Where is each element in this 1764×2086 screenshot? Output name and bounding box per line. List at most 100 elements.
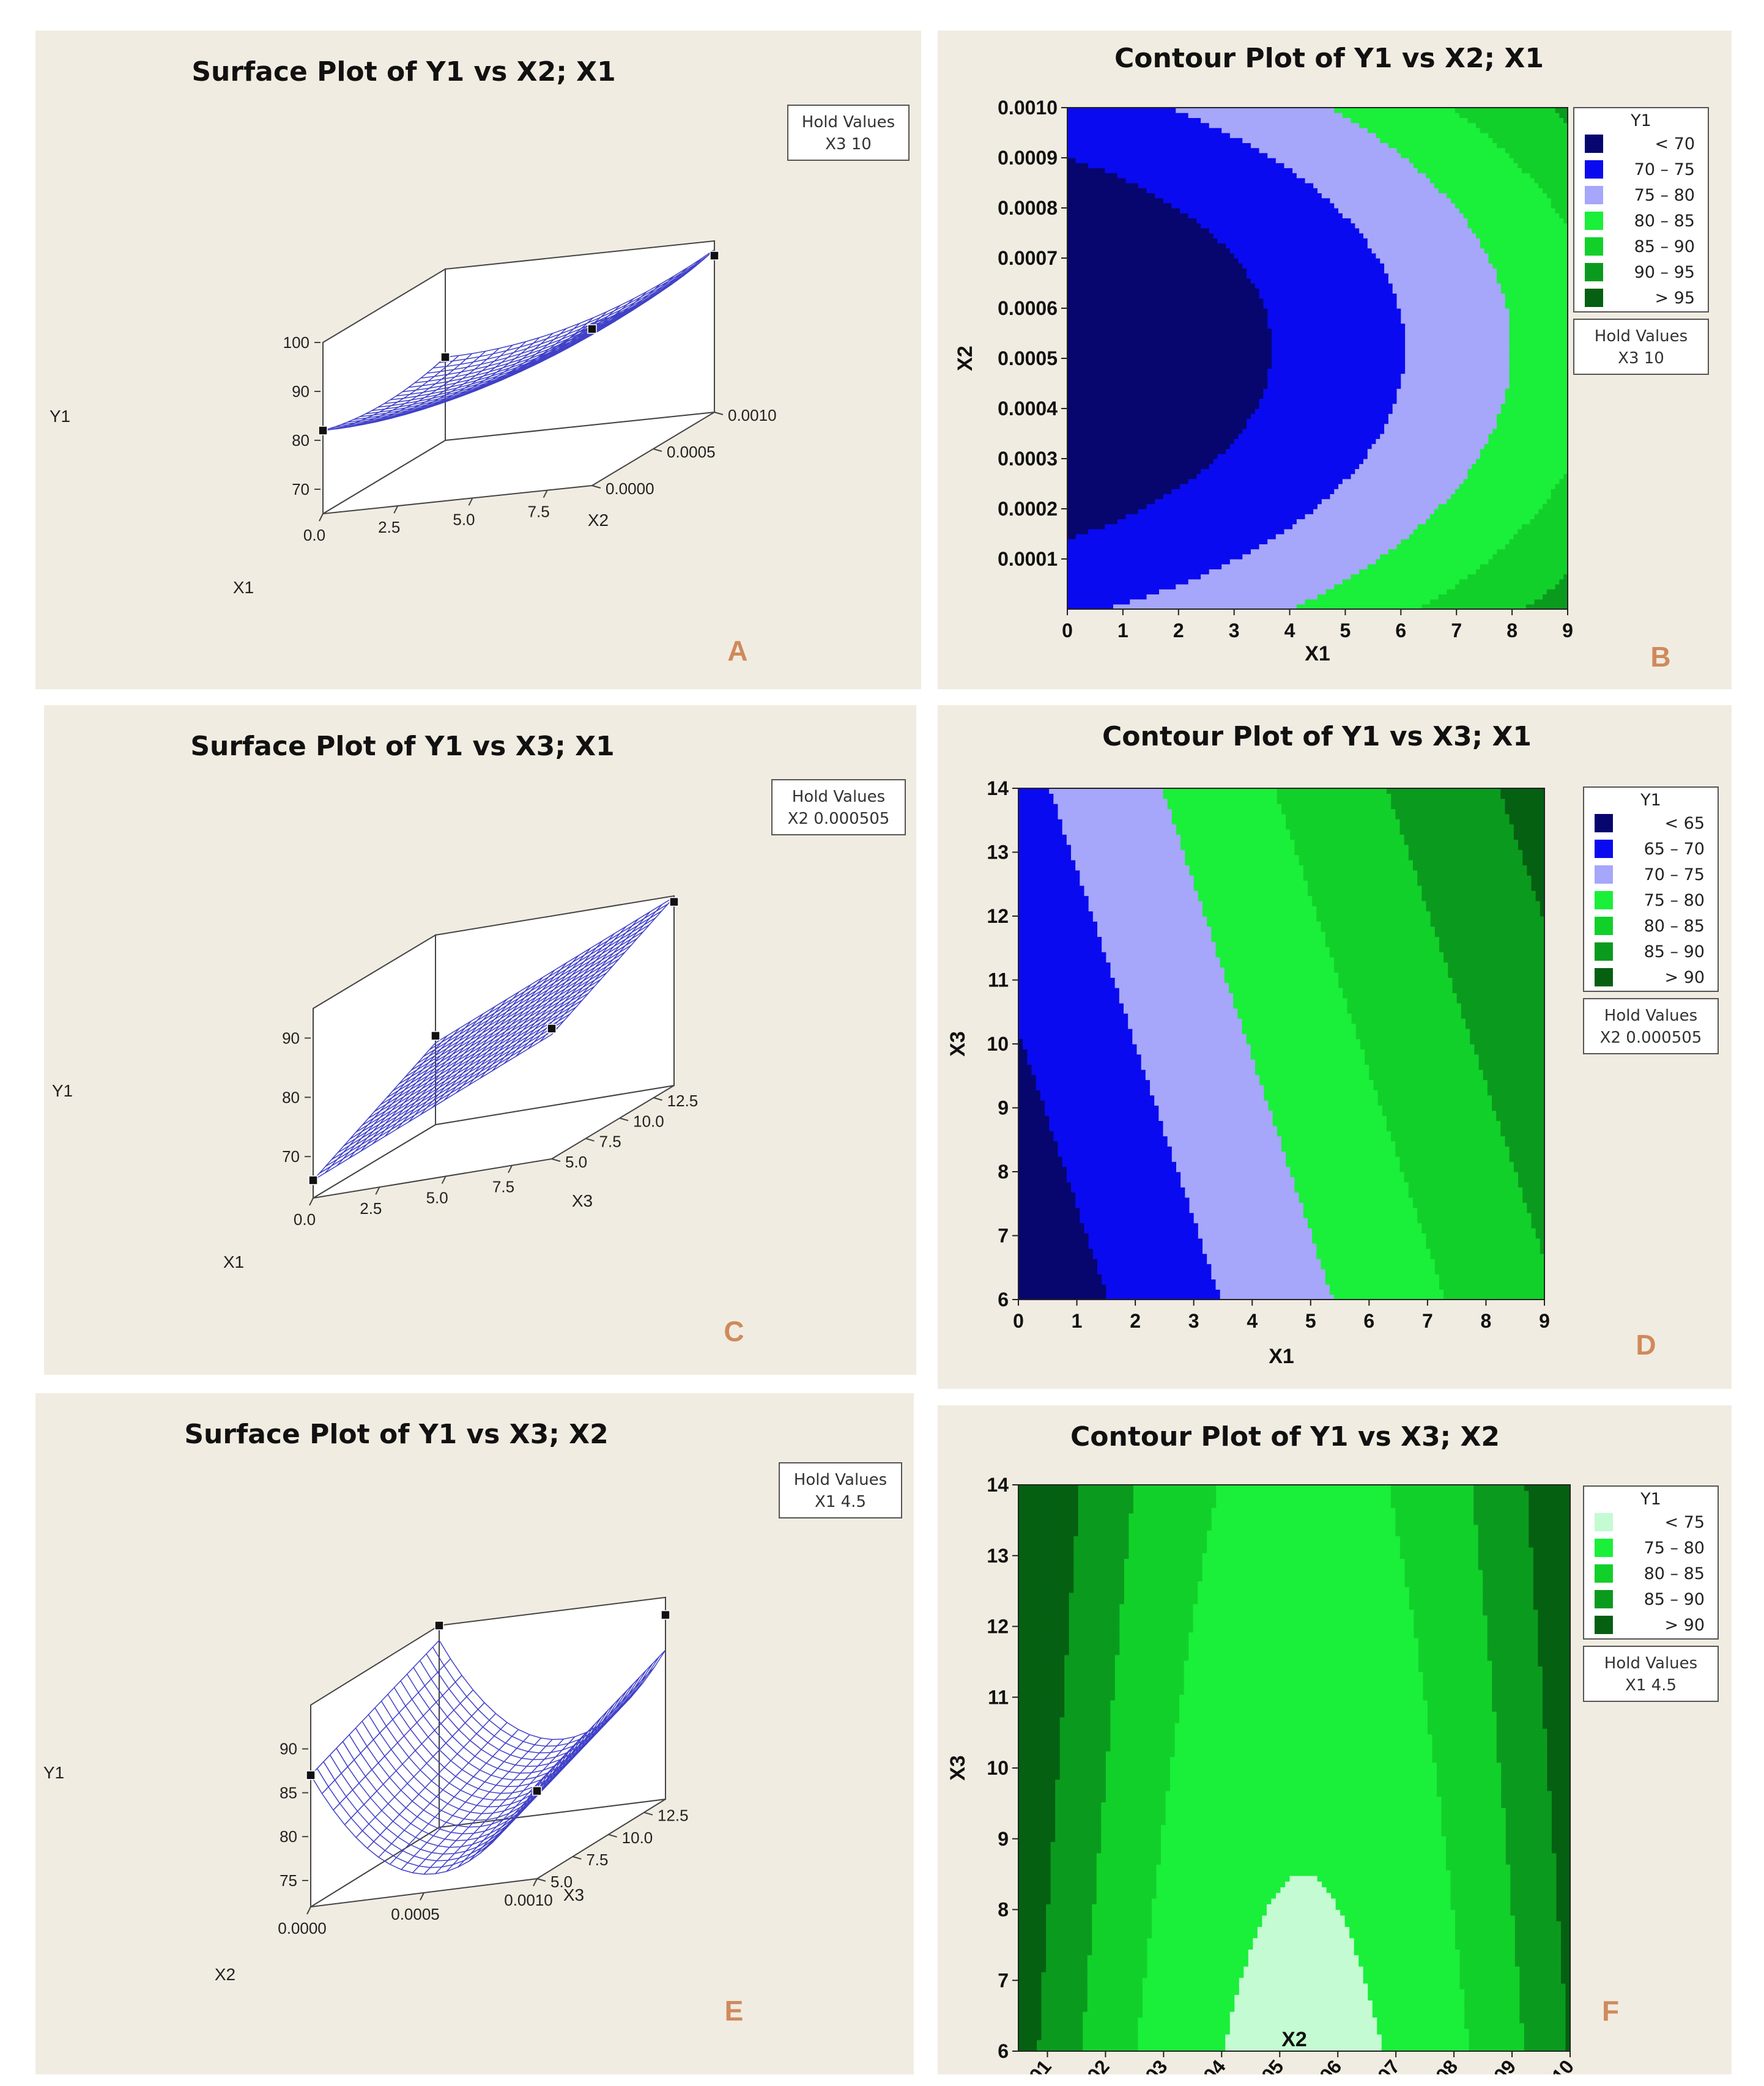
contour-cell — [1130, 323, 1135, 329]
contour-cell — [1192, 117, 1197, 124]
contour-cell — [1117, 519, 1122, 525]
contour-cell — [1229, 238, 1235, 243]
contour-cell — [1096, 604, 1102, 610]
contour-cell — [1234, 569, 1239, 575]
contour-cell — [1213, 549, 1218, 555]
contour-cell — [1238, 177, 1243, 183]
contour-cell — [1188, 528, 1193, 534]
contour-cell — [1105, 218, 1110, 224]
contour-cell — [1192, 503, 1197, 509]
contour-cell — [1176, 288, 1180, 294]
contour-cell — [1151, 523, 1155, 530]
contour-cell — [1113, 453, 1118, 459]
contour-cell — [1188, 218, 1193, 224]
contour-cell — [1158, 403, 1164, 409]
contour-cell — [1217, 248, 1222, 254]
contour-cell — [1259, 574, 1264, 580]
contour-cell — [1254, 523, 1260, 530]
contour-cell — [1163, 589, 1168, 594]
contour-cell — [1071, 423, 1077, 429]
contour-cell — [1217, 308, 1222, 314]
contour-cell — [1138, 604, 1143, 610]
contour-cell — [1092, 223, 1097, 229]
contour-cell — [1213, 193, 1218, 199]
contour-cell — [1071, 438, 1077, 444]
contour-cell — [1146, 569, 1151, 575]
contour-cell — [1188, 343, 1193, 349]
contour-cell — [1192, 263, 1197, 268]
contour-cell — [1196, 544, 1201, 550]
contour-cell — [1201, 473, 1206, 479]
contour-cell — [1142, 584, 1147, 590]
contour-cell — [1234, 489, 1239, 494]
contour-cell — [1163, 353, 1168, 359]
contour-cell — [1084, 434, 1089, 439]
contour-cell — [1184, 227, 1189, 234]
contour-cell — [1188, 113, 1193, 118]
contour-cell — [1113, 202, 1118, 209]
contour-cell — [1067, 514, 1072, 519]
contour-cell — [1171, 283, 1176, 289]
contour-cell — [1234, 599, 1239, 605]
contour-cell — [1217, 368, 1222, 374]
contour-cell — [1117, 343, 1122, 349]
contour-cell — [1117, 594, 1122, 600]
contour-cell — [1084, 263, 1089, 268]
contour-cell — [1201, 428, 1206, 434]
contour-cell — [1146, 202, 1151, 209]
contour-cell — [1088, 163, 1093, 168]
contour-cell — [1158, 303, 1164, 309]
contour-cell — [1229, 348, 1235, 354]
contour-cell — [1184, 553, 1189, 560]
contour-cell — [1167, 464, 1173, 469]
contour-cell — [1092, 403, 1097, 409]
contour-cell — [1201, 464, 1206, 469]
contour-cell — [1176, 519, 1180, 525]
contour-cell — [1254, 152, 1260, 158]
contour-cell — [1084, 273, 1089, 279]
contour-cell — [1238, 142, 1243, 149]
contour-cell — [1134, 238, 1139, 243]
contour-cell — [1192, 509, 1197, 514]
contour-cell — [1263, 418, 1268, 424]
contour-cell — [1146, 584, 1151, 590]
contour-cell — [1263, 263, 1268, 268]
contour-cell — [1188, 238, 1193, 243]
contour-cell — [1204, 409, 1210, 414]
contour-cell — [1146, 534, 1151, 539]
contour-cell — [1158, 523, 1164, 530]
contour-cell — [1105, 263, 1110, 268]
contour-cell — [1117, 147, 1122, 153]
contour-cell — [1242, 564, 1247, 569]
contour-cell — [1167, 398, 1173, 404]
contour-cell — [1100, 589, 1105, 594]
contour-cell — [1088, 528, 1093, 534]
contour-cell — [1167, 388, 1173, 394]
contour-cell — [1272, 553, 1277, 560]
contour-cell — [1125, 553, 1130, 560]
contour-cell — [1105, 473, 1110, 479]
contour-cell — [1259, 138, 1264, 143]
contour-cell — [1238, 253, 1243, 259]
contour-cell — [1109, 413, 1114, 419]
contour-cell — [1259, 253, 1264, 259]
contour-cell — [1213, 553, 1218, 560]
contour-cell — [1204, 509, 1210, 514]
contour-cell — [1272, 559, 1277, 564]
contour-cell — [1100, 303, 1105, 309]
contour-cell — [1113, 303, 1118, 309]
contour-cell — [1180, 188, 1185, 193]
contour-cell — [1204, 348, 1210, 354]
contour-cell — [1229, 413, 1235, 419]
contour-cell — [1180, 127, 1185, 133]
contour-cell — [1100, 358, 1105, 364]
contour-cell — [1229, 539, 1235, 544]
contour-cell — [1217, 363, 1222, 369]
contour-cell — [1196, 202, 1201, 209]
contour-cell — [1201, 142, 1206, 149]
contour-cell — [1117, 218, 1122, 224]
contour-cell — [1176, 158, 1180, 163]
contour-cell — [1130, 604, 1135, 610]
contour-cell — [1158, 183, 1164, 188]
contour-cell — [1109, 438, 1114, 444]
